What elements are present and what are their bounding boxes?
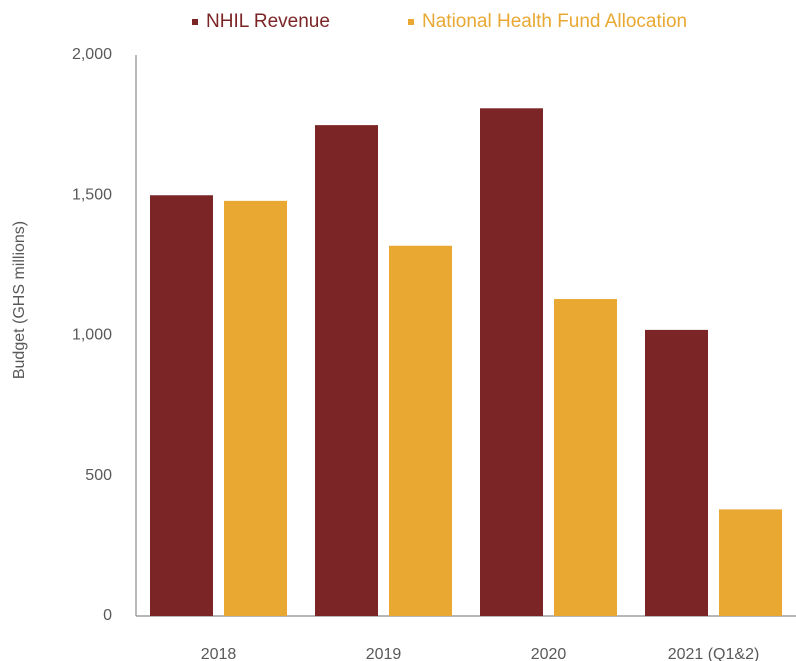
- legend-label: National Health Fund Allocation: [422, 11, 687, 32]
- bar: [719, 509, 782, 616]
- bar: [554, 299, 617, 616]
- y-tick-label: 1,000: [72, 327, 112, 344]
- bar: [480, 108, 543, 617]
- bar: [224, 200, 287, 617]
- bar: [645, 329, 708, 616]
- x-tick-label: 2019: [366, 646, 402, 661]
- y-tick-label: 0: [103, 607, 112, 624]
- y-tick-label: 1,500: [72, 186, 112, 203]
- bar: [315, 125, 378, 616]
- x-tick-label: 2018: [201, 646, 237, 661]
- x-tick-label: 2020: [531, 646, 567, 661]
- legend-marker: [192, 19, 198, 25]
- legend-marker: [408, 19, 414, 25]
- x-tick-label: 2021 (Q1&2): [668, 646, 760, 661]
- legend-label: NHIL Revenue: [206, 11, 330, 32]
- y-tick-label: 500: [85, 467, 112, 484]
- y-tick-label: 2,000: [72, 46, 112, 63]
- bar: [389, 245, 452, 617]
- bar: [150, 195, 213, 616]
- y-axis-label: Budget (GHS millions): [11, 221, 28, 379]
